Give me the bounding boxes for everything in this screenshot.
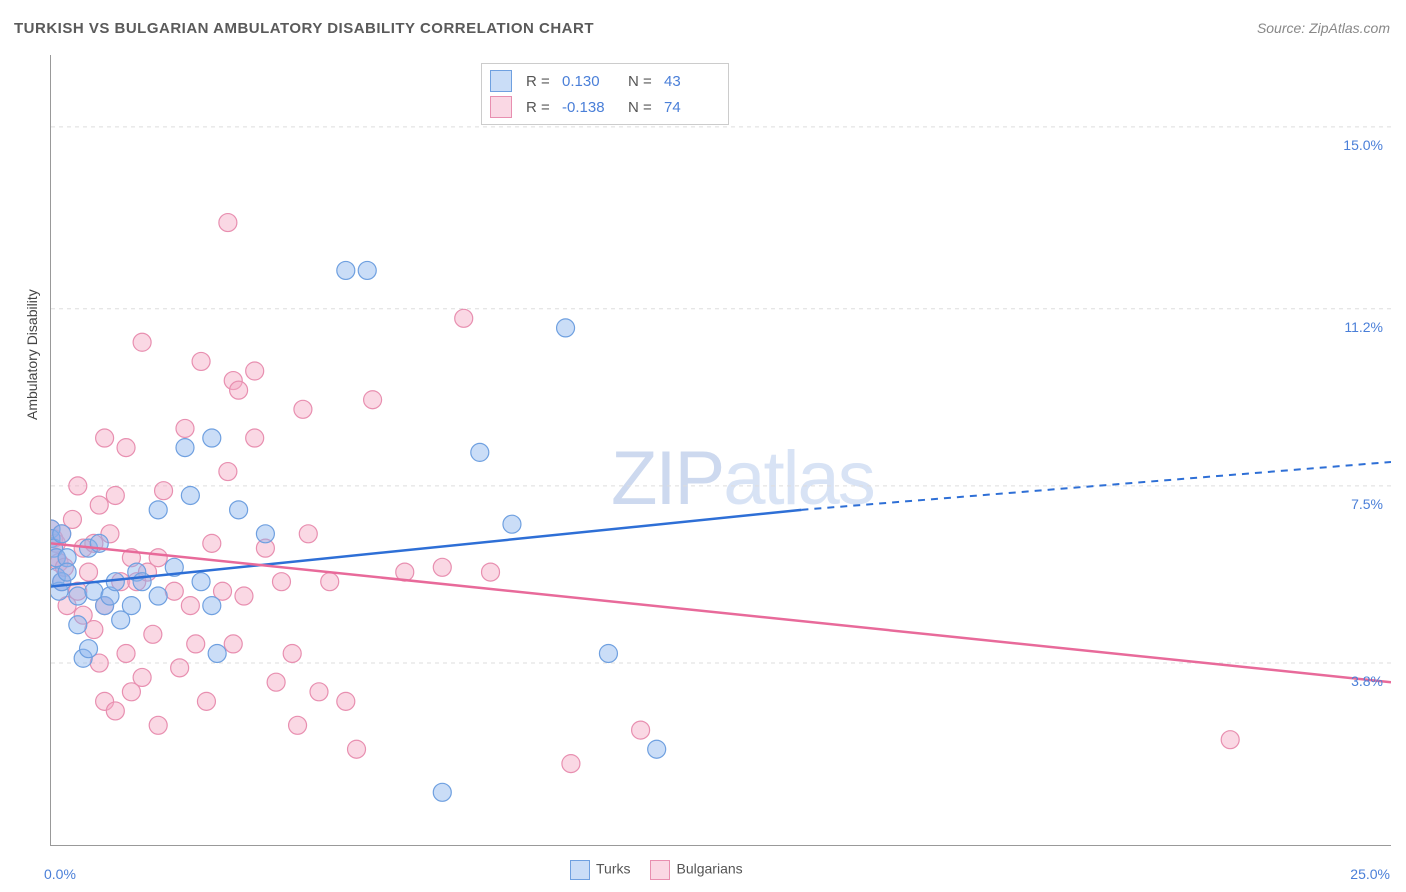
data-point — [256, 525, 274, 543]
data-point — [106, 486, 124, 504]
y-tick-label: 15.0% — [1343, 137, 1383, 153]
data-point — [203, 597, 221, 615]
data-point — [203, 429, 221, 447]
bottom-legend: Turks Bulgarians — [570, 860, 743, 880]
data-point — [299, 525, 317, 543]
turks-swatch-icon — [490, 70, 512, 92]
data-point — [224, 635, 242, 653]
data-point — [176, 419, 194, 437]
data-point — [69, 587, 87, 605]
data-point — [321, 573, 339, 591]
data-point — [122, 597, 140, 615]
data-point — [149, 587, 167, 605]
data-point — [364, 391, 382, 409]
data-point — [58, 563, 76, 581]
chart-container: TURKISH VS BULGARIAN AMBULATORY DISABILI… — [0, 0, 1406, 892]
data-point — [69, 616, 87, 634]
data-point — [106, 702, 124, 720]
data-point — [337, 692, 355, 710]
data-point — [482, 563, 500, 581]
data-point — [165, 582, 183, 600]
data-point — [192, 573, 210, 591]
data-point — [294, 400, 312, 418]
data-point — [289, 716, 307, 734]
y-axis-label: Ambulatory Disability — [24, 289, 40, 420]
data-point — [117, 439, 135, 457]
data-point — [149, 501, 167, 519]
x-min-label: 0.0% — [44, 866, 76, 882]
y-tick-label: 7.5% — [1351, 496, 1383, 512]
data-point — [181, 486, 199, 504]
data-point — [187, 635, 205, 653]
data-point — [246, 429, 264, 447]
data-point — [599, 644, 617, 662]
legend-turks: Turks — [570, 860, 630, 880]
stats-box: R =0.130N =43R =-0.138N =74 — [481, 63, 729, 125]
data-point — [80, 563, 98, 581]
data-point — [96, 429, 114, 447]
stat-row: R =-0.138N =74 — [490, 94, 720, 120]
data-point — [219, 214, 237, 232]
data-point — [283, 644, 301, 662]
data-point — [181, 597, 199, 615]
data-point — [272, 573, 290, 591]
data-point — [348, 740, 366, 758]
stat-row: R =0.130N =43 — [490, 68, 720, 94]
data-point — [230, 501, 248, 519]
source-label: Source: ZipAtlas.com — [1257, 20, 1390, 36]
data-point — [133, 333, 151, 351]
data-point — [337, 261, 355, 279]
legend-bulgarians: Bulgarians — [650, 860, 742, 880]
y-tick-label: 3.8% — [1351, 673, 1383, 689]
data-point — [632, 721, 650, 739]
data-point — [69, 477, 87, 495]
data-point — [358, 261, 376, 279]
data-point — [203, 534, 221, 552]
data-point — [562, 755, 580, 773]
bulgarians-swatch-icon — [490, 96, 512, 118]
y-tick-label: 11.2% — [1344, 319, 1383, 335]
data-point — [503, 515, 521, 533]
data-point — [648, 740, 666, 758]
data-point — [85, 621, 103, 639]
data-point — [144, 625, 162, 643]
data-point — [80, 640, 98, 658]
data-point — [171, 659, 189, 677]
data-point — [149, 549, 167, 567]
chart-title: TURKISH VS BULGARIAN AMBULATORY DISABILI… — [14, 20, 594, 37]
chart-svg — [51, 55, 1391, 845]
data-point — [433, 783, 451, 801]
data-point — [192, 352, 210, 370]
data-point — [471, 443, 489, 461]
data-point — [557, 319, 575, 337]
data-point — [155, 482, 173, 500]
data-point — [149, 716, 167, 734]
bulgarians-swatch-icon — [650, 860, 670, 880]
data-point — [310, 683, 328, 701]
data-point — [230, 381, 248, 399]
data-point — [267, 673, 285, 691]
data-point — [235, 587, 253, 605]
turks-swatch-icon — [570, 860, 590, 880]
data-point — [197, 692, 215, 710]
data-point — [133, 668, 151, 686]
data-point — [53, 525, 71, 543]
data-point — [1221, 731, 1239, 749]
data-point — [176, 439, 194, 457]
data-point — [208, 644, 226, 662]
data-point — [433, 558, 451, 576]
x-max-label: 25.0% — [1350, 866, 1390, 882]
data-point — [90, 496, 108, 514]
data-point — [246, 362, 264, 380]
data-point — [455, 309, 473, 327]
plot-area: ZIPatlas 3.8%7.5%11.2%15.0% R =0.130N =4… — [50, 55, 1391, 846]
data-point — [117, 644, 135, 662]
data-point — [219, 463, 237, 481]
